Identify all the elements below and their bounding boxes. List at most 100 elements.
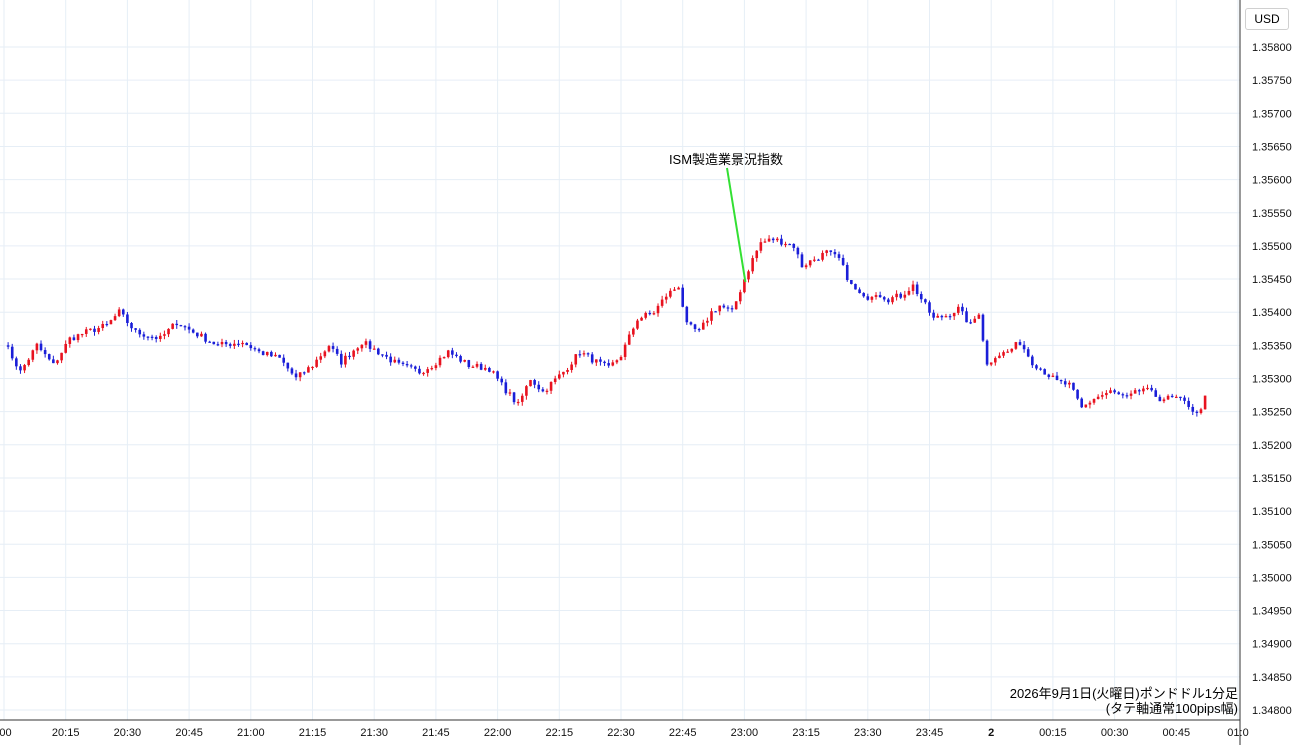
candle [969,319,972,325]
candle [870,295,874,303]
candle-body [488,367,491,372]
candle [714,310,717,313]
candle [331,342,335,353]
annotation: ISM製造業景況指数 [669,152,783,283]
candle [706,317,709,327]
candle-body [759,242,763,251]
candle [1125,392,1129,399]
candle [829,250,833,256]
candle [866,293,870,301]
candle [471,365,475,368]
candle-body [200,333,203,337]
candle-body [525,386,528,396]
candle-body [932,312,935,318]
caption-line-1: 2026年9月1日(火曜日)ポンドドル1分足 [1009,686,1238,701]
candle-body [829,250,833,252]
candle [68,336,72,348]
candle-body [1092,399,1096,403]
candle-body [356,348,360,351]
candle [290,367,294,376]
candle-body [438,357,442,366]
candle-body [150,336,154,338]
candle-body [463,360,466,362]
candle-body [315,359,318,367]
candle [224,339,228,347]
candle [833,249,837,258]
candle-body [1183,397,1186,401]
candle [977,313,981,320]
candle [1117,391,1121,395]
candle [817,258,820,261]
candle-body [409,365,413,367]
candle-body [533,380,536,385]
candle [257,347,261,354]
candle-body [159,335,162,339]
candle-body [961,306,964,312]
candle [319,352,323,363]
candle-body [496,371,499,379]
candle-body [294,373,298,378]
candle [171,323,174,330]
candle-body [952,312,956,317]
candle-body [130,322,133,329]
candle-body [352,350,355,357]
candle [574,353,578,368]
candle [492,370,495,374]
candle-body [722,305,726,308]
candle [726,305,730,312]
candle-body [1133,390,1137,394]
candle [60,352,63,364]
candle [1035,364,1038,371]
candle-body [179,325,183,327]
candle [566,367,569,375]
candle [109,319,113,325]
candle-body [339,353,343,365]
candle [582,350,586,357]
candle-body [393,359,397,363]
candle-body [307,367,310,373]
candle-body [928,302,931,313]
candle-body [187,326,191,330]
currency-label[interactable]: USD [1245,8,1289,30]
candle [837,251,841,261]
candle-body [274,354,277,357]
candle-body [870,296,874,300]
candle-body [1150,387,1153,391]
y-tick-label: 1.35750 [1252,75,1292,87]
candle-body [677,287,680,290]
candle-body [60,352,63,361]
candle [533,378,536,389]
candle [981,313,985,343]
x-tick-label: 23:00 [731,727,759,739]
candle-body [1195,411,1199,413]
x-tick-label: :00 [0,727,12,739]
candle-body [599,359,602,362]
candle [722,303,726,309]
candle [159,332,162,342]
candle-body [19,366,22,371]
candle [710,308,713,325]
candle-body [414,366,417,369]
candle [508,388,512,397]
candle-body [989,362,993,365]
candle-body [730,308,734,310]
x-tick-label: 20:30 [114,727,142,739]
candle [430,365,434,371]
candle-body [142,334,146,337]
candle-body [1022,344,1026,350]
candle [414,365,417,372]
candle [755,250,759,262]
candle [356,347,360,355]
candle [126,311,129,327]
candle [878,291,882,298]
x-tick-label: 00:45 [1163,727,1191,739]
candle-body [1121,394,1125,396]
candle [1170,393,1174,398]
candle [451,347,454,359]
candle [607,359,610,368]
candle [220,338,224,348]
candle [952,312,956,321]
candle-body [377,348,380,355]
candle [381,354,384,358]
candle [23,363,26,374]
